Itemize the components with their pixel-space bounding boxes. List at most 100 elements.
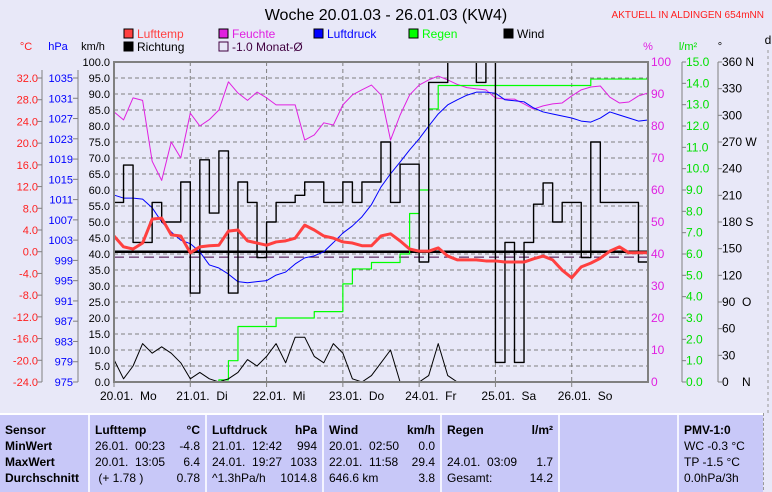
humidity-tick-label: 20 bbox=[651, 311, 665, 325]
wind-tick-label: 100.0 bbox=[82, 57, 110, 69]
pressure-tick-label: 1007 bbox=[49, 215, 73, 227]
temp-tick-label: -4.0 bbox=[19, 268, 38, 280]
humidity-tick-label: 40 bbox=[651, 247, 665, 261]
avg-value: 1014.8 bbox=[280, 470, 317, 486]
wind-tick-label: 0.0 bbox=[95, 377, 110, 389]
wind-tick-label: 95.0 bbox=[89, 73, 110, 85]
temp-tick-label: -16.0 bbox=[13, 334, 38, 346]
rain-tick-label: 8.0 bbox=[686, 204, 703, 218]
temp-tick-label: 20.0 bbox=[17, 138, 38, 150]
grid bbox=[114, 62, 648, 382]
col-unit: l/m² bbox=[532, 422, 553, 438]
total-value: 14.2 bbox=[530, 470, 553, 486]
rain-tick-label: 3.0 bbox=[686, 311, 703, 325]
day-label: 24.01. Fr bbox=[405, 389, 456, 403]
wind-tick-label: 70.0 bbox=[89, 153, 110, 165]
pressure-tick-label: 1031 bbox=[49, 93, 73, 105]
empty-column bbox=[558, 415, 677, 492]
day-label: 26.01. So bbox=[558, 389, 613, 403]
rain-tick-label: 6.0 bbox=[686, 247, 703, 261]
direction-tick-label: 30 bbox=[722, 348, 736, 362]
pressure-tick-label: 991 bbox=[55, 296, 73, 308]
rain-tick-label: 5.0 bbox=[686, 268, 703, 282]
series-line-richtung bbox=[114, 62, 648, 362]
temp-tick-label: 32.0 bbox=[17, 73, 38, 85]
pressure-tick-label: 979 bbox=[55, 357, 73, 369]
right-edge-scroll[interactable] bbox=[763, 413, 772, 490]
direction-tick-label: 120 bbox=[722, 268, 742, 282]
dewpoint-value: TP -1.5 °C bbox=[684, 454, 740, 470]
total-label: Gesamt: bbox=[447, 470, 492, 486]
series-line-lufttemp bbox=[114, 218, 648, 278]
pressure-unit: hPa bbox=[48, 41, 68, 53]
rain-tick-label: 14.0 bbox=[686, 76, 710, 90]
temp-tick-label: 24.0 bbox=[17, 116, 38, 128]
avg-value: 3.8 bbox=[418, 470, 435, 486]
wind-tick-label: 30.0 bbox=[89, 281, 110, 293]
day-label: 21.01. Di bbox=[176, 389, 227, 403]
min-value: 0.0 bbox=[418, 438, 435, 454]
max-label: MaxWert bbox=[5, 454, 55, 470]
wind-tick-label: 10.0 bbox=[89, 345, 110, 357]
humidity-tick-label: 50 bbox=[651, 215, 665, 229]
day-label: 20.01. Mo bbox=[100, 389, 157, 403]
legend-swatch-luftdruck bbox=[314, 29, 323, 38]
legend-label-feuchte: Feuchte bbox=[232, 27, 276, 41]
temp-tick-label: 0.0 bbox=[23, 247, 38, 259]
pressure-trend: 0.0hPa/3h bbox=[684, 470, 739, 486]
chart-title: Woche 20.01.03 - 26.01.03 (KW4) bbox=[265, 7, 508, 24]
legend-swatch-lufttemp bbox=[124, 29, 133, 38]
legend-label-lufttemp: Lufttemp bbox=[137, 27, 184, 41]
temp-tick-label: -20.0 bbox=[13, 355, 38, 367]
min-time: 21.01. 12:42 bbox=[212, 438, 282, 454]
direction-tick-label: 0 N bbox=[722, 375, 751, 389]
legend-label-richtung: Richtung bbox=[137, 40, 184, 54]
col-unit: hPa bbox=[295, 422, 317, 438]
avg-label: Durchschnitt bbox=[5, 470, 79, 486]
rain-tick-label: 11.0 bbox=[686, 140, 709, 154]
col-unit: km/h bbox=[407, 422, 435, 438]
pressure-tick-label: 1023 bbox=[49, 134, 73, 146]
lufttemp-column: Lufttemp°C 26.01. 00:23-4.8 20.01. 13:05… bbox=[88, 415, 205, 492]
humidity-unit: % bbox=[643, 41, 653, 53]
direction-tick-label: 90 O bbox=[722, 295, 751, 309]
humidity-tick-label: 90 bbox=[651, 87, 665, 101]
pmv-title: PMV-1:0 bbox=[684, 422, 731, 438]
max-value: 1033 bbox=[290, 454, 317, 470]
humidity-tick-label: 0 bbox=[651, 375, 658, 389]
pressure-tick-label: 987 bbox=[55, 316, 73, 328]
wind-tick-label: 45.0 bbox=[89, 233, 110, 245]
temp-tick-label: -24.0 bbox=[13, 377, 38, 389]
direction-tick-label: 240 bbox=[722, 162, 742, 176]
temp-tick-label: -12.0 bbox=[13, 312, 38, 324]
direction-unit: ° bbox=[718, 41, 722, 53]
temp-unit: °C bbox=[20, 41, 32, 53]
series-line-regen bbox=[114, 79, 648, 382]
rain-tick-label: 0.0 bbox=[686, 375, 703, 389]
pressure-tick-label: 975 bbox=[55, 377, 73, 389]
direction-tick-label: 150 bbox=[722, 242, 742, 256]
min-label: MinWert bbox=[5, 438, 52, 454]
day-label: 23.01. Do bbox=[329, 389, 385, 403]
windchill-value: WC -0.3 °C bbox=[684, 438, 745, 454]
min-value: 994 bbox=[297, 438, 317, 454]
pressure-tick-label: 1015 bbox=[49, 174, 73, 186]
avg-note: ^1.3hPa/h bbox=[212, 470, 266, 486]
direction-tick-label: 210 bbox=[722, 188, 742, 202]
legend-swatch-feuchte bbox=[219, 29, 228, 38]
col-title: Wind bbox=[329, 422, 358, 438]
max-value: 6.4 bbox=[183, 454, 200, 470]
wind-unit: km/h bbox=[81, 41, 105, 53]
temp-tick-label: 12.0 bbox=[17, 182, 38, 194]
pressure-tick-label: 983 bbox=[55, 336, 73, 348]
extra-unit: d bbox=[765, 33, 772, 47]
direction-tick-label: 180 S bbox=[722, 215, 753, 229]
pressure-tick-label: 1035 bbox=[49, 73, 73, 85]
avg-value: 0.78 bbox=[177, 470, 200, 486]
humidity-tick-label: 30 bbox=[651, 279, 665, 293]
wind-tick-label: 55.0 bbox=[89, 201, 110, 213]
rain-tick-label: 9.0 bbox=[686, 183, 703, 197]
wind-tick-label: 60.0 bbox=[89, 185, 110, 197]
